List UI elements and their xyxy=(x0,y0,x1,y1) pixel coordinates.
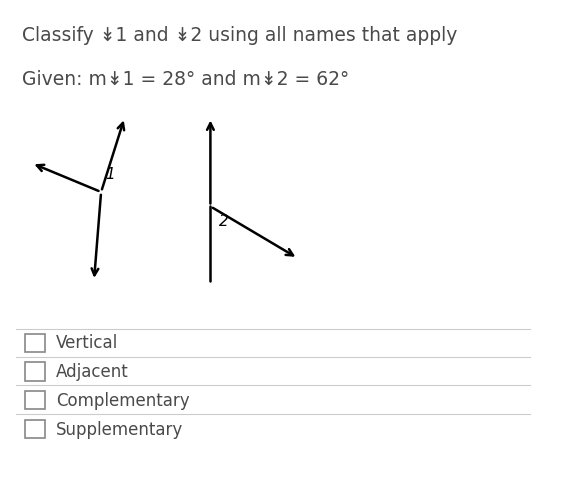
Text: 2: 2 xyxy=(218,214,229,228)
FancyBboxPatch shape xyxy=(25,391,46,409)
Text: Complementary: Complementary xyxy=(56,392,190,410)
FancyBboxPatch shape xyxy=(25,362,46,381)
Text: Classify ↡1 and ↡2 using all names that apply: Classify ↡1 and ↡2 using all names that … xyxy=(22,26,457,46)
Text: 1: 1 xyxy=(105,168,115,182)
Text: Vertical: Vertical xyxy=(56,334,119,352)
Text: Adjacent: Adjacent xyxy=(56,363,129,381)
Text: Supplementary: Supplementary xyxy=(56,420,184,439)
FancyBboxPatch shape xyxy=(25,420,46,438)
FancyBboxPatch shape xyxy=(25,334,46,352)
Text: Given: m↡1 = 28° and m↡2 = 62°: Given: m↡1 = 28° and m↡2 = 62° xyxy=(22,70,349,89)
